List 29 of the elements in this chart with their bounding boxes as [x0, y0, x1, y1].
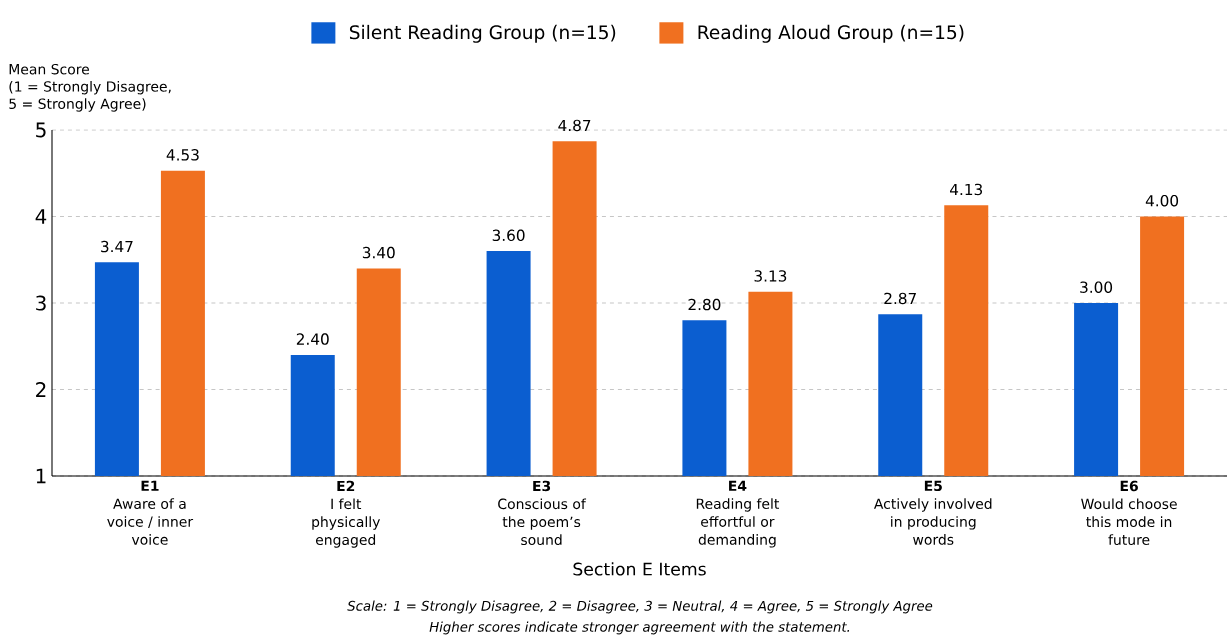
data-label: 4.13	[950, 183, 983, 196]
data-label: 4.87	[558, 119, 591, 132]
y-tick-label: 1	[36, 468, 46, 484]
x-tick-label: E3 Conscious of the poem’s sound	[498, 480, 587, 546]
x-tick-label: E6 Would choose this mode in future	[1081, 480, 1177, 546]
data-label: 2.87	[884, 292, 916, 305]
y-tick-label: 2	[36, 382, 46, 397]
y-tick-label: 4	[35, 209, 47, 224]
data-label: 3.60	[492, 229, 525, 242]
data-label: 4.00	[1145, 194, 1179, 207]
y-tick-label: 5	[36, 122, 46, 138]
x-tick-label: E2 I felt physically engaged	[312, 480, 381, 548]
data-label: 3.13	[754, 270, 787, 282]
data-label: 2.80	[688, 298, 721, 311]
data-label: 3.40	[362, 246, 395, 259]
legend-label: Silent Reading Group (n=15)	[349, 24, 616, 43]
x-tick-label: E4 Reading felt effortful or demanding	[696, 480, 780, 548]
data-label: 4.53	[166, 149, 199, 161]
data-label: 3.47	[101, 240, 133, 253]
legend-label: Reading Aloud Group (n=15)	[698, 24, 964, 43]
y-tick-label: 3	[36, 295, 46, 311]
x-tick-label: E5 Actively involved in producing words	[873, 480, 992, 545]
y-axis-title: Mean Score (1 = Strongly Disagree, 5 = Strongly Agree)	[9, 63, 171, 112]
x-axis-title: Section E Items	[573, 562, 706, 576]
data-label: 2.40	[296, 333, 329, 345]
text: Higher scores indicate stronger agreement with the statement.	[429, 621, 850, 635]
data-label: 3.00	[1080, 281, 1113, 293]
text: Scale: 1 = Strongly Disagree, 2 = Disagree, 3 = Neutral, 4 = Agree, 5 = Strongly Agree	[347, 600, 933, 614]
x-tick-label: E1 Aware of a voice / inner voice	[107, 480, 194, 545]
